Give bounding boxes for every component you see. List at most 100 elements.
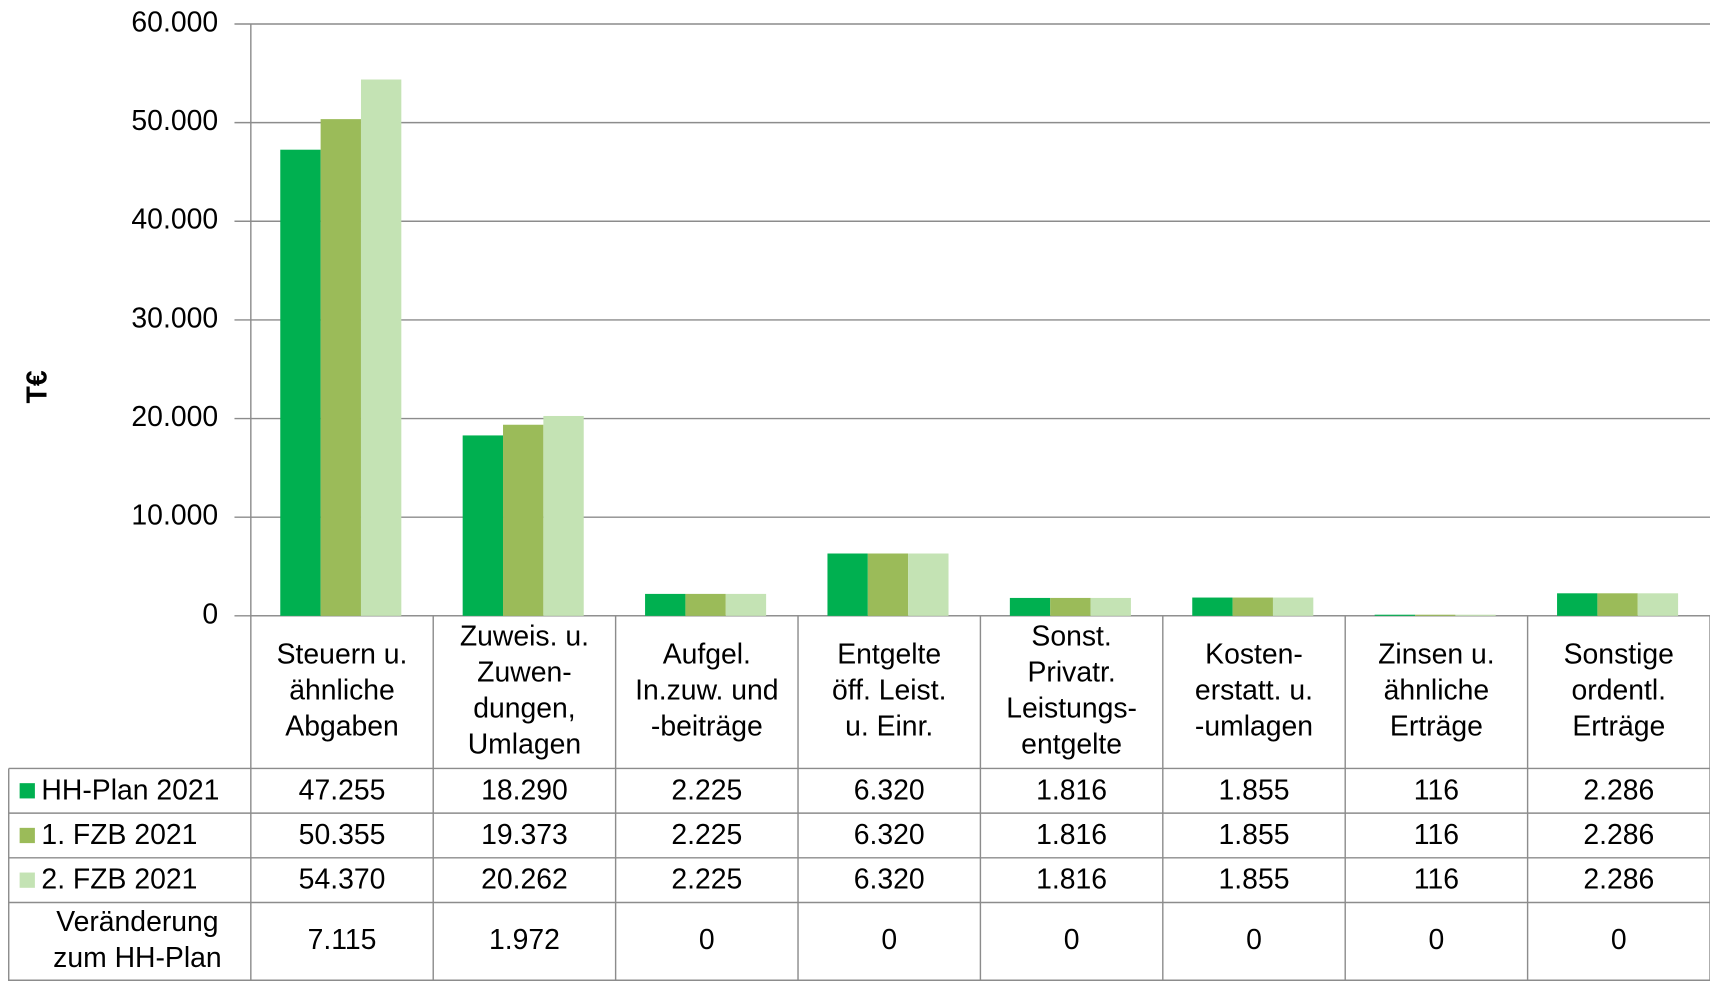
bar <box>1637 593 1679 616</box>
table-value: 116 <box>1414 774 1459 806</box>
y-tick-label: 0 <box>202 598 218 630</box>
table-value: 2.286 <box>1583 864 1654 896</box>
legend-swatch <box>19 872 35 888</box>
table-value: 0 <box>1246 924 1262 956</box>
table-value: 18.290 <box>481 774 568 806</box>
table-value: 7.115 <box>308 924 377 956</box>
table-value: 1.972 <box>489 924 560 956</box>
x-tick-label: Zuwen- <box>477 657 571 689</box>
y-tick-label: 40.000 <box>131 204 218 236</box>
row-label: zum HH-Plan <box>53 942 221 974</box>
bar <box>867 553 909 616</box>
x-tick-label: Sonst. <box>1031 621 1111 653</box>
table-value: 1.816 <box>1036 864 1107 896</box>
x-tick-label: Zinsen u. <box>1378 639 1495 671</box>
x-tick-label: ähnliche <box>1384 675 1490 707</box>
table-value: 1.855 <box>1219 819 1290 851</box>
bar <box>1232 597 1273 616</box>
legend-label: 1. FZB 2021 <box>41 819 197 851</box>
table-value: 1.816 <box>1036 774 1107 806</box>
x-tick-label: Leistungs- <box>1006 693 1137 725</box>
bar <box>1050 597 1091 616</box>
legend-label: 2. FZB 2021 <box>41 864 197 896</box>
bar <box>1415 614 1456 616</box>
y-tick-label: 50.000 <box>131 105 218 137</box>
bar <box>645 593 686 616</box>
y-tick-label: 60.000 <box>131 6 218 38</box>
legend-label: HH-Plan 2021 <box>41 774 219 806</box>
bar <box>1090 597 1131 616</box>
table-value: 2.225 <box>671 819 742 851</box>
x-tick-label: In.zuw. und <box>635 675 778 707</box>
table-value: 2.286 <box>1583 819 1654 851</box>
table-value: 47.255 <box>299 774 386 806</box>
bar <box>1009 597 1051 616</box>
y-tick-label: 20.000 <box>131 401 218 433</box>
x-tick-label: erstatt. u. <box>1195 675 1313 707</box>
bar <box>1455 614 1496 616</box>
x-tick-label: Umlagen <box>468 729 581 761</box>
x-tick-label: Kosten- <box>1205 639 1303 671</box>
bar <box>462 435 504 616</box>
table-value: 116 <box>1414 819 1459 851</box>
table-value: 1.855 <box>1219 864 1290 896</box>
bar <box>320 119 361 616</box>
x-tick-label: entgelte <box>1021 729 1122 761</box>
x-tick-label: Privatr. <box>1028 657 1116 689</box>
table-value: 50.355 <box>299 819 386 851</box>
table-value: 116 <box>1414 864 1459 896</box>
table-value: 1.816 <box>1036 819 1107 851</box>
table-value: 19.373 <box>481 819 568 851</box>
y-tick-label: 30.000 <box>131 302 218 334</box>
x-tick-label: -beiträge <box>651 711 763 743</box>
x-tick-label: ähnliche <box>289 675 395 707</box>
table-value: 2.225 <box>671 774 742 806</box>
x-tick-label: öff. Leist. <box>832 675 946 707</box>
bar <box>1374 614 1416 616</box>
table-value: 0 <box>881 924 897 956</box>
x-tick-label: Erträge <box>1572 711 1665 743</box>
table-value: 0 <box>1429 924 1445 956</box>
table-value: 20.262 <box>481 864 568 896</box>
bar <box>908 553 949 616</box>
row-label: Veränderung <box>56 906 218 938</box>
y-axis-label: T€ <box>22 370 54 403</box>
bar <box>725 593 767 616</box>
table-value: 2.225 <box>671 864 742 896</box>
x-tick-label: Aufgel. <box>663 639 751 671</box>
x-tick-label: Zuweis. u. <box>460 621 589 653</box>
bar <box>280 149 321 616</box>
x-tick-label: Entgelte <box>837 639 941 671</box>
legend-swatch <box>19 827 35 844</box>
table-value: 6.320 <box>854 864 925 896</box>
bar <box>685 593 726 616</box>
x-tick-label: -umlagen <box>1195 711 1313 743</box>
y-tick-label: 10.000 <box>131 500 218 532</box>
bar <box>1557 593 1598 616</box>
x-tick-label: Steuern u. <box>277 639 408 671</box>
bar <box>1272 597 1314 616</box>
bar <box>360 79 402 616</box>
x-tick-label: dungen, <box>473 693 575 725</box>
bar <box>503 424 544 616</box>
table-value: 2.286 <box>1583 774 1654 806</box>
bar <box>827 553 868 616</box>
table-value: 54.370 <box>299 864 386 896</box>
table-value: 0 <box>699 924 715 956</box>
table-value: 0 <box>1611 924 1627 956</box>
x-tick-label: ordentl. <box>1572 675 1667 707</box>
legend-swatch <box>19 783 35 799</box>
bar <box>1597 593 1638 616</box>
table-value: 1.855 <box>1219 774 1290 806</box>
bar <box>543 415 584 616</box>
table-value: 6.320 <box>854 819 925 851</box>
table-value: 0 <box>1064 924 1080 956</box>
x-tick-label: Sonstige <box>1564 639 1674 671</box>
x-tick-label: u. Einr. <box>845 711 933 743</box>
x-tick-label: Abgaben <box>285 711 398 743</box>
bar <box>1192 597 1233 616</box>
x-tick-label: Erträge <box>1390 711 1483 743</box>
table-value: 6.320 <box>854 774 925 806</box>
